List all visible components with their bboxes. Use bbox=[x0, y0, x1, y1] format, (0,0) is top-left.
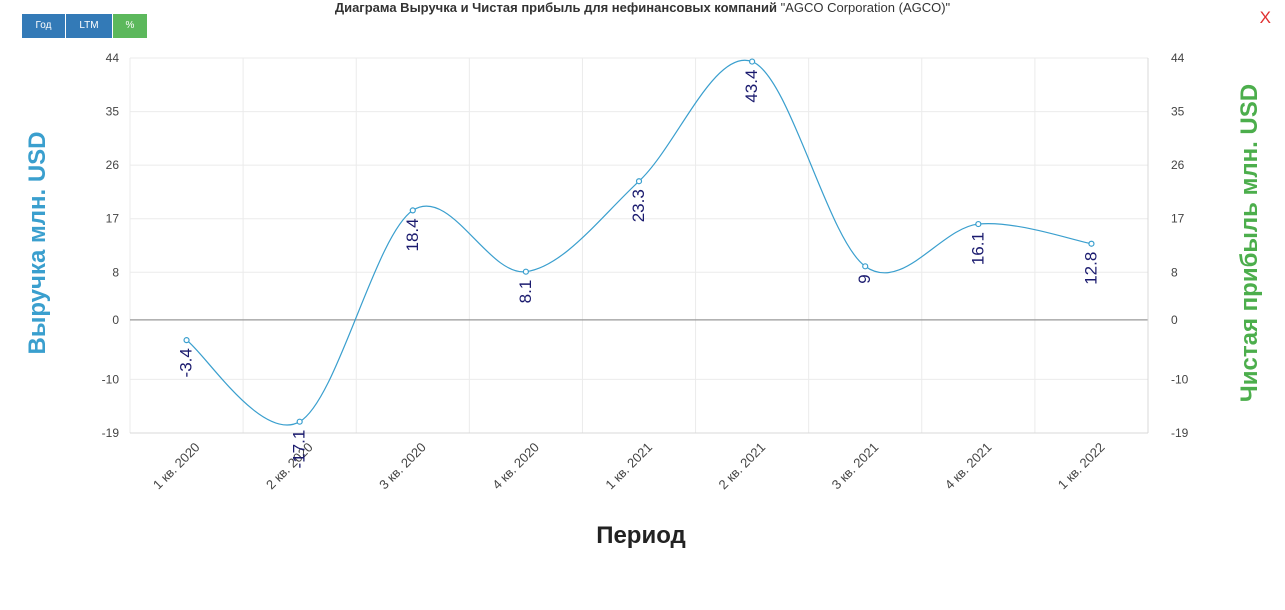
x-axis-title: Период bbox=[596, 522, 686, 549]
chart-title-company: "AGCO Corporation (AGCO)" bbox=[780, 0, 951, 15]
data-label: 12.8 bbox=[1081, 252, 1100, 285]
y-tick-label-left: 44 bbox=[106, 51, 120, 65]
y-tick-label-left: 8 bbox=[112, 265, 119, 279]
data-point bbox=[183, 337, 190, 344]
data-label: 23.3 bbox=[629, 189, 648, 222]
y-tick-label-right: 44 bbox=[1171, 51, 1185, 65]
y-tick-label-left: 0 bbox=[112, 313, 119, 327]
x-tick-label: 1 кв. 2022 bbox=[1055, 440, 1108, 493]
ltm-button[interactable]: LTM bbox=[66, 14, 112, 38]
y-tick-label-left: -10 bbox=[102, 372, 120, 386]
y-tick-label-left: -19 bbox=[102, 426, 120, 440]
right-axis-ticks: 44 35 26 17 8 0 -10 -19 bbox=[1171, 51, 1189, 440]
x-tick-label: 4 кв. 2021 bbox=[942, 440, 995, 493]
data-label: 8.1 bbox=[516, 280, 535, 304]
x-tick-label: 3 кв. 2021 bbox=[829, 440, 882, 493]
year-button[interactable]: Год bbox=[22, 14, 65, 38]
data-point bbox=[975, 220, 982, 228]
left-axis-ticks: 44 35 26 17 8 0 -10 -19 bbox=[102, 51, 120, 440]
y-tick-label-right: 17 bbox=[1171, 212, 1185, 226]
y-tick-label-right: 35 bbox=[1171, 105, 1185, 119]
x-tick-label: 2 кв. 2021 bbox=[715, 440, 768, 493]
y-tick-label-right: 0 bbox=[1171, 313, 1178, 327]
left-axis-title: Выручка млн. USD bbox=[24, 132, 51, 355]
y-tick-label-left: 35 bbox=[106, 105, 120, 119]
data-label: -17.1 bbox=[290, 430, 309, 469]
data-label: -3.4 bbox=[177, 348, 196, 377]
data-label: 43.4 bbox=[742, 70, 761, 103]
y-tick-label-right: 8 bbox=[1171, 265, 1178, 279]
x-tick-label: 1 кв. 2021 bbox=[602, 440, 655, 493]
data-point bbox=[522, 268, 529, 275]
data-label: 16.1 bbox=[968, 232, 987, 265]
x-tick-label: 1 кв. 2020 bbox=[150, 440, 203, 493]
percent-button[interactable]: % bbox=[113, 14, 147, 38]
x-tick-label: 3 кв. 2020 bbox=[376, 440, 429, 493]
right-axis-title: Чистая прибыль млн. USD bbox=[1236, 84, 1263, 402]
data-point bbox=[409, 207, 416, 214]
y-tick-label-right: 26 bbox=[1171, 158, 1185, 172]
y-tick-label-left: 26 bbox=[106, 158, 120, 172]
series-line bbox=[186, 59, 1092, 426]
data-points bbox=[183, 58, 1095, 425]
y-tick-label-right: -10 bbox=[1171, 372, 1189, 386]
chart-title-main: Диаграма Выручка и Чистая прибыль для не… bbox=[334, 0, 777, 15]
data-point bbox=[862, 263, 869, 270]
period-toggle-group: Год LTM % bbox=[22, 14, 147, 38]
data-labels: -3.4 -17.1 18.4 8.1 23.3 43.4 9 16.1 12.8 bbox=[177, 70, 1101, 469]
data-point bbox=[635, 178, 643, 185]
chart-grid bbox=[129, 57, 1149, 434]
y-tick-label-left: 17 bbox=[106, 212, 120, 226]
y-tick-label-right: -19 bbox=[1171, 426, 1189, 440]
data-label: 9 bbox=[855, 274, 874, 283]
close-button[interactable]: X bbox=[1259, 8, 1271, 27]
data-point bbox=[749, 58, 756, 65]
data-point bbox=[1088, 240, 1095, 247]
data-point bbox=[296, 418, 303, 425]
x-tick-label: 4 кв. 2020 bbox=[489, 440, 542, 493]
data-label: 18.4 bbox=[403, 218, 422, 251]
chart-title: Диаграма Выручка и Чистая прибыль для не… bbox=[0, 0, 1285, 16]
